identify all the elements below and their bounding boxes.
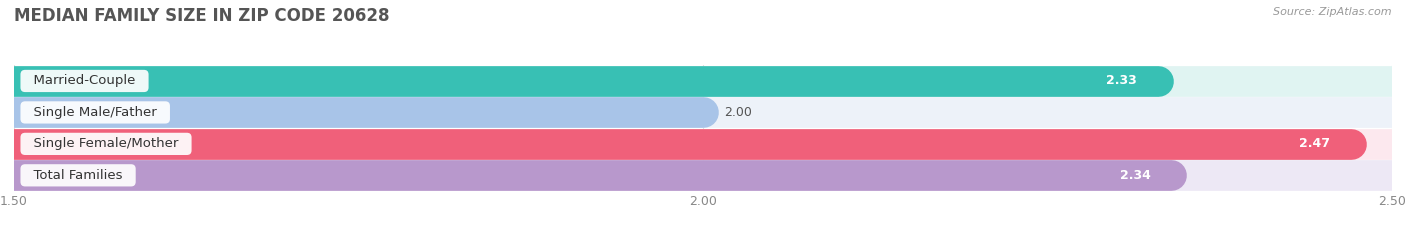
Text: MEDIAN FAMILY SIZE IN ZIP CODE 20628: MEDIAN FAMILY SIZE IN ZIP CODE 20628 (14, 7, 389, 25)
Text: 2.33: 2.33 (1107, 75, 1137, 87)
Text: Total Families: Total Families (25, 169, 131, 182)
Text: 2.47: 2.47 (1299, 137, 1330, 150)
Text: Married-Couple: Married-Couple (25, 75, 143, 87)
Text: Source: ZipAtlas.com: Source: ZipAtlas.com (1274, 7, 1392, 17)
Text: 2.34: 2.34 (1121, 169, 1150, 182)
Text: Single Male/Father: Single Male/Father (25, 106, 166, 119)
Text: Single Female/Mother: Single Female/Mother (25, 137, 187, 150)
Text: 2.00: 2.00 (724, 106, 752, 119)
